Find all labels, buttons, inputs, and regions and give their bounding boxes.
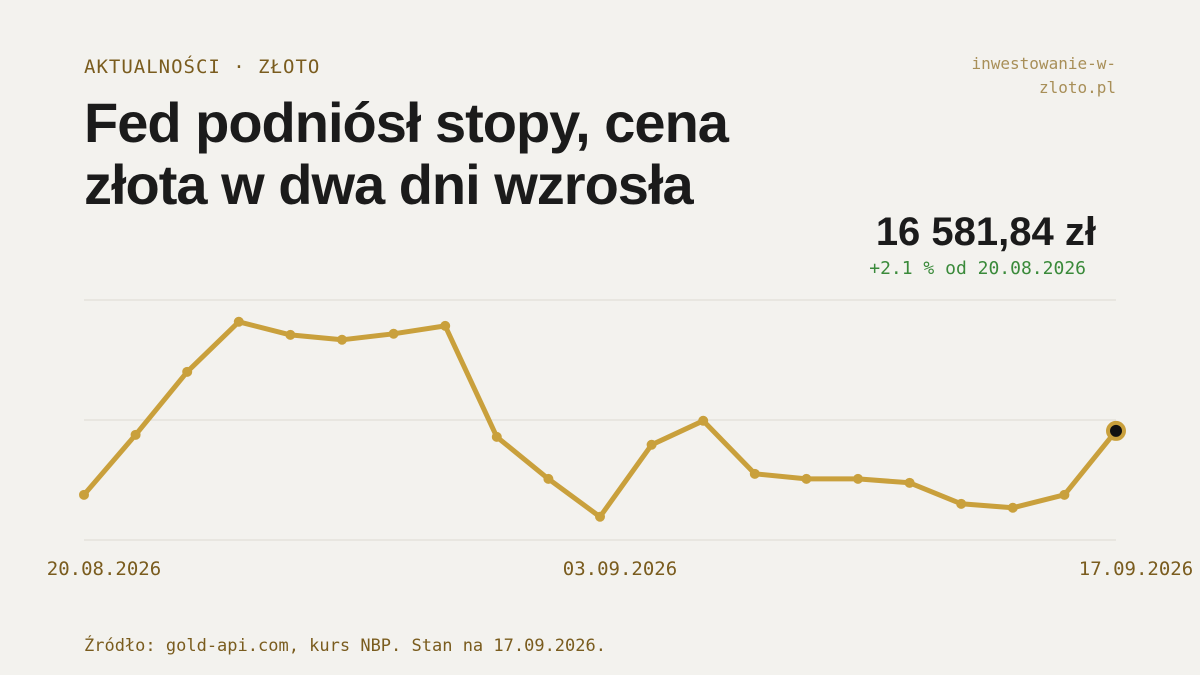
chart-title: Fed podniósł stopy, cena złota w dwa dni… [84, 91, 729, 216]
point [904, 477, 915, 488]
point [853, 473, 863, 484]
price: 16 581,84 zł [875, 210, 1096, 254]
point [337, 334, 347, 345]
point [1007, 502, 1018, 513]
point [595, 511, 605, 522]
x-tick-label: 20.08.2026 [47, 558, 161, 580]
point [801, 473, 812, 484]
point [285, 329, 296, 340]
price-change: +2.1 % od 20.08.2026 [869, 258, 1086, 279]
point [698, 415, 709, 426]
price-line [81, 319, 1119, 520]
point [388, 328, 399, 339]
point [543, 473, 554, 484]
point [79, 489, 89, 500]
point [440, 320, 451, 331]
site-name: inwestowanie-w-zloto.pl [971, 54, 1117, 97]
point [749, 468, 760, 479]
point [182, 366, 193, 377]
point [956, 498, 967, 509]
x-tick-label: 03.09.2026 [563, 558, 677, 580]
source-note: Źródło: gold-api.com, kurs NBP. Stan na … [84, 636, 606, 656]
last-point [1106, 420, 1126, 441]
point [491, 431, 502, 442]
point [1059, 489, 1070, 500]
kicker: AKTUALNOŚCI · ZŁOTO [84, 56, 321, 78]
point [646, 439, 657, 450]
point [233, 316, 244, 327]
x-tick-label: 17.09.2026 [1079, 558, 1193, 580]
point [130, 429, 141, 440]
